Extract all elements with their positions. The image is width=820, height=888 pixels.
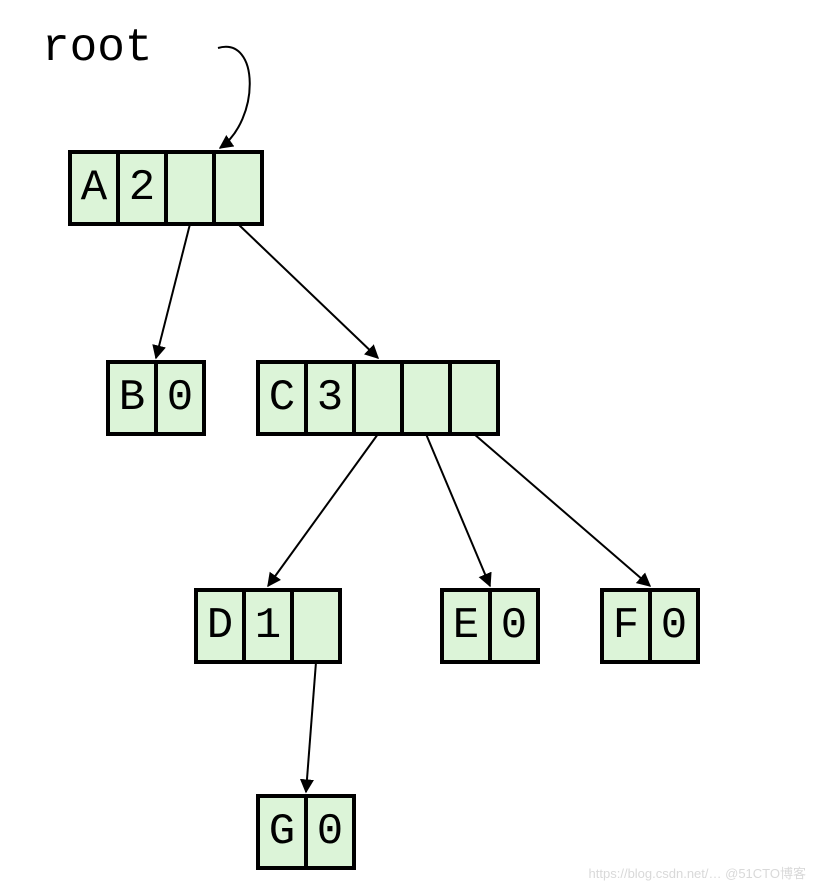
node-B-cell-0-label: B bbox=[119, 373, 145, 423]
node-A-cell-2 bbox=[166, 152, 214, 224]
node-E-cell-1-label: 0 bbox=[501, 601, 527, 651]
edge-1 bbox=[156, 224, 190, 358]
node-C-cell-4 bbox=[450, 362, 498, 434]
node-D: D1 bbox=[196, 590, 340, 662]
node-F-cell-1-label: 0 bbox=[661, 601, 687, 651]
node-B-cell-1-label: 0 bbox=[167, 373, 193, 423]
edge-6 bbox=[306, 662, 316, 792]
node-C-cell-1-label: 3 bbox=[317, 373, 343, 423]
node-A-cell-1-label: 2 bbox=[129, 163, 155, 213]
node-E-cell-0-label: E bbox=[453, 601, 479, 651]
edge-4 bbox=[426, 434, 490, 586]
node-D-cell-2 bbox=[292, 590, 340, 662]
node-D-cell-0-label: D bbox=[207, 601, 233, 651]
edge-3 bbox=[268, 434, 378, 586]
node-B: B0 bbox=[108, 362, 204, 434]
edge-5 bbox=[474, 434, 650, 586]
node-G: G0 bbox=[258, 796, 354, 868]
node-D-cell-1-label: 1 bbox=[255, 601, 281, 651]
node-C-cell-3 bbox=[402, 362, 450, 434]
nodes-layer: A2B0C3D1E0F0G0 bbox=[70, 152, 698, 868]
node-G-cell-0-label: G bbox=[269, 807, 295, 857]
node-E: E0 bbox=[442, 590, 538, 662]
tree-diagram: A2B0C3D1E0F0G0 roothttps://blog.csdn.net… bbox=[0, 0, 820, 888]
node-F: F0 bbox=[602, 590, 698, 662]
watermark: https://blog.csdn.net/… @51CTO博客 bbox=[589, 866, 806, 881]
node-C: C3 bbox=[258, 362, 498, 434]
node-G-cell-1-label: 0 bbox=[317, 807, 343, 857]
node-F-cell-0-label: F bbox=[613, 601, 639, 651]
node-A-cell-3 bbox=[214, 152, 262, 224]
edge-2 bbox=[238, 224, 378, 358]
node-C-cell-2 bbox=[354, 362, 402, 434]
root-label: root bbox=[42, 22, 152, 74]
node-A-cell-0-label: A bbox=[81, 163, 108, 213]
node-A: A2 bbox=[70, 152, 262, 224]
node-C-cell-0-label: C bbox=[269, 373, 295, 423]
edge-0 bbox=[218, 47, 250, 148]
